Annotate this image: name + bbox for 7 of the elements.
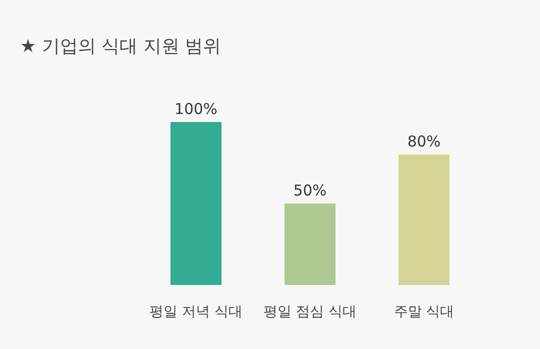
x-tick-label: 주말 식대 [394,304,454,320]
chart-title: ★ 기업의 식대 지원 범위 [20,36,222,57]
x-tick-label: 평일 저녁 식대 [150,304,242,320]
x-tick-label: 평일 점심 식대 [264,304,356,320]
data-label: 100% [174,100,218,118]
data-label: 80% [407,132,441,151]
data-label: 50% [293,182,327,200]
